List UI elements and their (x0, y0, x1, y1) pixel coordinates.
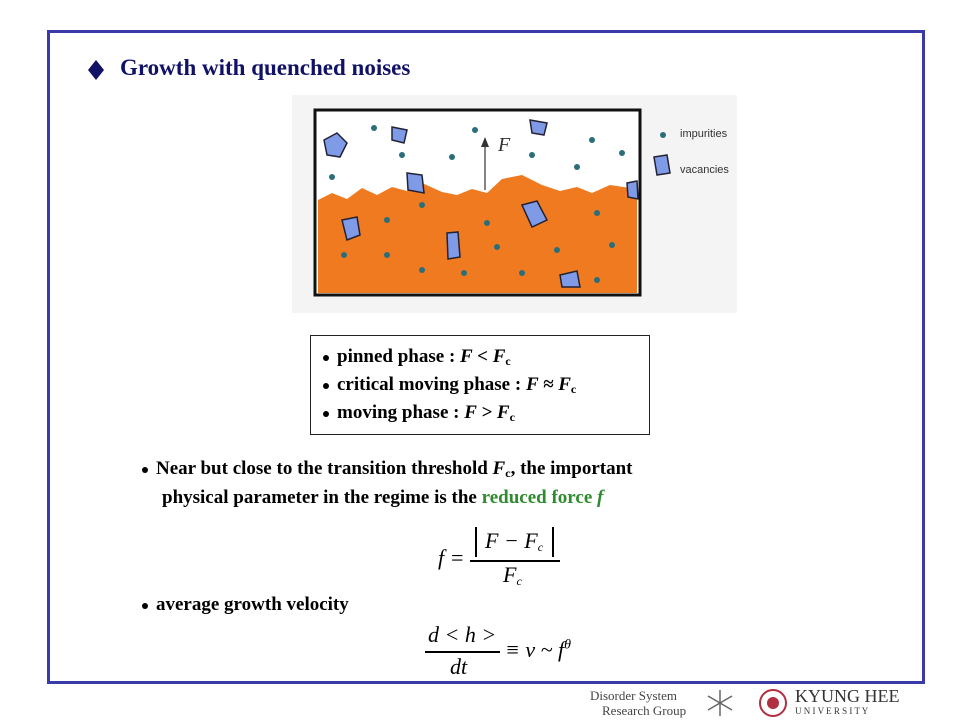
text: F (492, 458, 506, 479)
formula-numerator: d < h > (428, 622, 497, 647)
title-diamond (88, 60, 104, 80)
legend-vacancies: vacancies (680, 164, 729, 176)
text: F ≈ F (525, 374, 571, 395)
phase-item: pinned phase : F < Fc (323, 346, 511, 369)
text: c (516, 574, 522, 588)
formula-denominator: dt (450, 654, 468, 679)
title: Growth with quenched noises (120, 55, 411, 80)
text: Near but close to the transition thresho… (156, 458, 488, 479)
text: ≡ v ~ f (505, 637, 565, 662)
abs-bar (475, 527, 477, 557)
text: critical moving phase : (337, 374, 522, 395)
figure (292, 95, 737, 313)
legend-impurities: impurities (680, 128, 728, 140)
text: moving phase : (337, 402, 460, 423)
text: θ (564, 637, 572, 653)
logo-snowflake (707, 690, 733, 716)
logo-emblem (759, 689, 787, 717)
text: pinned phase : (337, 346, 456, 367)
text: c (537, 540, 544, 554)
fraction-bar (425, 651, 500, 653)
text: c (570, 382, 577, 396)
text: , the important (510, 458, 633, 479)
text: physical parameter in the regime is the (162, 487, 477, 508)
paragraph-line: Near but close to the transition thresho… (142, 458, 632, 481)
logo-group: Research Group (602, 703, 687, 718)
text: f (597, 487, 604, 508)
logo-university: KYUNG HEE (795, 686, 900, 706)
text: average growth velocity (156, 594, 349, 615)
abs-bar (552, 527, 554, 557)
text: reduced force (481, 487, 593, 508)
text: c (505, 354, 511, 368)
formula-rhs: ≡ v ~ fθ (505, 637, 571, 663)
phase-box: pinned phase : F < Fc critical moving ph… (310, 335, 650, 435)
force-label: F (498, 134, 511, 156)
text: F − F (485, 528, 538, 553)
text: F < F (460, 346, 506, 367)
phase-item: moving phase : F > Fc (323, 402, 515, 425)
formula-lhs: f = (438, 545, 465, 570)
velocity-line: average growth velocity (142, 594, 349, 616)
text: F > F (464, 402, 510, 423)
logo-university: U N I V E R S I T Y (795, 706, 869, 716)
paragraph-line: physical parameter in the regime is the … (162, 487, 603, 509)
fraction-bar (470, 560, 560, 562)
slide-frame (47, 30, 925, 684)
phase-item: critical moving phase : F ≈ Fc (323, 374, 576, 397)
text: c (505, 466, 511, 480)
formula-denominator: Fc (503, 562, 522, 589)
logo-group: Disorder System (590, 688, 678, 703)
formula-numerator: F − Fc (485, 528, 543, 555)
text: F (503, 562, 517, 587)
text: c (509, 410, 515, 424)
